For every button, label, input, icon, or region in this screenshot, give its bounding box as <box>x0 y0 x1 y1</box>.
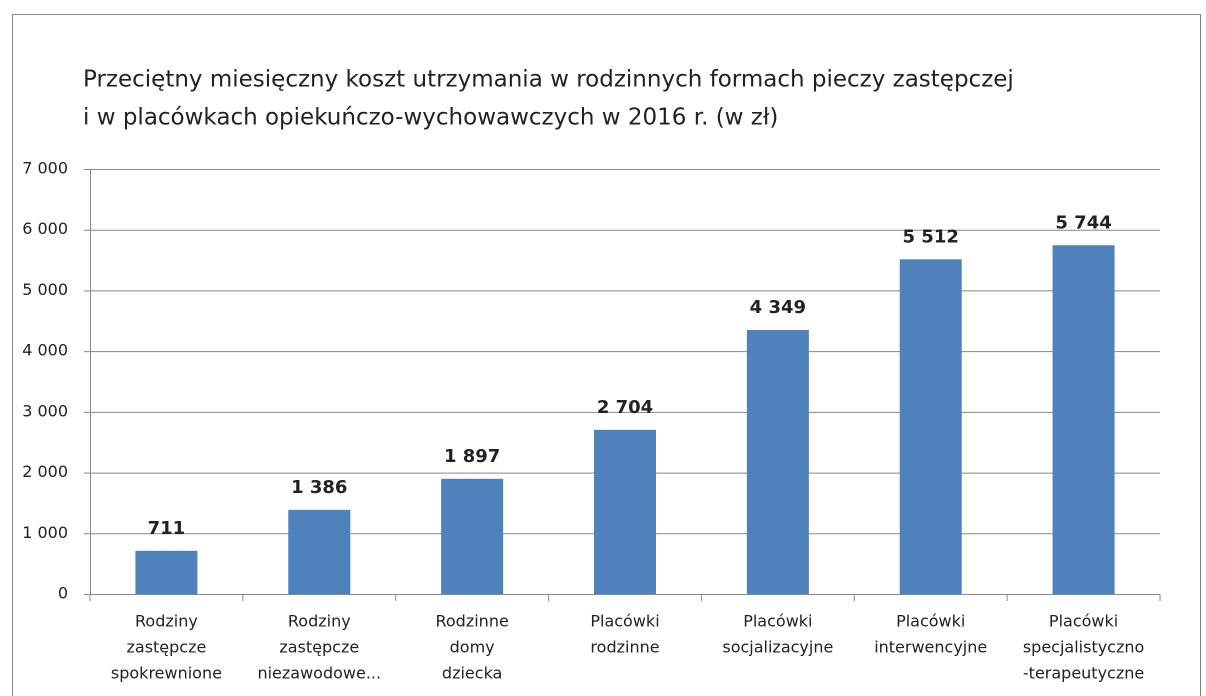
bar <box>441 478 504 594</box>
value-label: 4 349 <box>750 297 806 318</box>
x-tick-label: -terapeutyczne <box>1023 664 1144 683</box>
y-tick-label: 2 000 <box>22 462 68 481</box>
y-tick-label: 1 000 <box>22 523 68 542</box>
bar <box>135 550 198 594</box>
x-tick-label: Rodzinne <box>435 612 508 631</box>
x-tick-label: zastępcze <box>126 638 206 657</box>
x-tick-label: Placówki <box>896 612 965 631</box>
y-tick-label: 4 000 <box>22 341 68 360</box>
chart-title: Przeciętny miesięczny koszt utrzymania w… <box>83 67 1014 93</box>
x-tick-label: Rodziny <box>135 612 198 631</box>
bar <box>1052 245 1115 594</box>
value-label: 5 512 <box>903 226 959 247</box>
y-tick-label: 7 000 <box>22 159 68 178</box>
x-tick-label: Placówki <box>590 612 659 631</box>
value-label: 5 744 <box>1055 212 1111 233</box>
value-label: 1 897 <box>444 446 500 467</box>
x-tick-label: niezawodowe... <box>257 664 381 683</box>
bar <box>899 259 962 594</box>
value-label: 711 <box>148 518 186 539</box>
y-tick-label: 6 000 <box>22 219 68 238</box>
y-tick-label: 3 000 <box>22 401 68 420</box>
x-tick-label: interwencyjne <box>874 638 987 657</box>
bar <box>594 429 656 594</box>
value-label: 2 704 <box>597 397 653 418</box>
x-tick-label: zastępcze <box>279 638 359 657</box>
bar <box>288 509 351 594</box>
x-tick-label: Placówki <box>1049 612 1118 631</box>
y-tick-label: 0 <box>58 584 68 603</box>
x-tick-label: socjalizacyjne <box>722 638 833 657</box>
x-tick-label: Placówki <box>743 612 812 631</box>
x-tick-label: dziecka <box>442 664 502 683</box>
y-tick-label: 5 000 <box>22 280 68 299</box>
x-tick-label: specjalistyczno <box>1023 638 1144 657</box>
x-tick-label: spokrewnione <box>111 664 222 683</box>
x-tick-label: Rodziny <box>288 612 351 631</box>
chart-title: i w placówkach opiekuńczo-wychowawczych … <box>83 105 778 131</box>
x-tick-label: domy <box>450 638 495 657</box>
bar <box>746 329 809 594</box>
x-tick-label: rodzinne <box>590 638 659 657</box>
value-label: 1 386 <box>291 477 347 498</box>
